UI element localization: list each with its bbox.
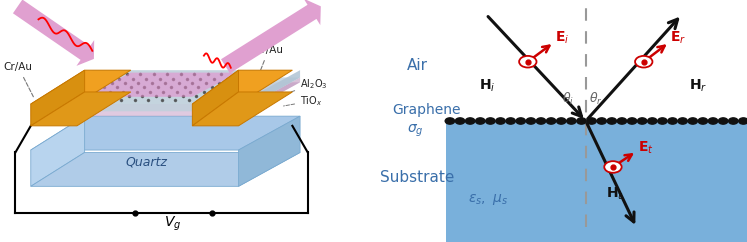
Text: $\theta_i$: $\theta_i$ — [562, 91, 574, 107]
Polygon shape — [238, 77, 300, 116]
Text: $V_g$: $V_g$ — [164, 214, 182, 233]
Polygon shape — [31, 116, 300, 150]
Text: Cr/Au: Cr/Au — [254, 45, 283, 84]
Circle shape — [577, 118, 586, 124]
Text: Quartz: Quartz — [125, 156, 167, 169]
Circle shape — [698, 118, 707, 124]
Text: $\mathbf{H}_i$: $\mathbf{H}_i$ — [479, 77, 495, 94]
Circle shape — [668, 118, 678, 124]
Circle shape — [496, 118, 505, 124]
Circle shape — [648, 118, 657, 124]
Circle shape — [587, 118, 596, 124]
Circle shape — [567, 118, 576, 124]
Polygon shape — [31, 116, 84, 186]
Circle shape — [627, 118, 636, 124]
Circle shape — [476, 118, 485, 124]
Polygon shape — [193, 70, 238, 126]
Polygon shape — [193, 92, 292, 126]
Circle shape — [617, 118, 627, 124]
Text: $\mathbf{E}_r$: $\mathbf{E}_r$ — [670, 30, 686, 46]
Polygon shape — [39, 70, 292, 104]
Circle shape — [557, 118, 566, 124]
Circle shape — [635, 56, 652, 68]
Text: $\theta_r$: $\theta_r$ — [589, 91, 603, 107]
Circle shape — [506, 118, 515, 124]
Polygon shape — [31, 70, 84, 126]
Circle shape — [465, 118, 475, 124]
Polygon shape — [31, 70, 131, 104]
Polygon shape — [31, 77, 84, 116]
Circle shape — [719, 118, 728, 124]
Circle shape — [597, 118, 607, 124]
Circle shape — [536, 118, 546, 124]
Circle shape — [604, 161, 622, 173]
Circle shape — [456, 118, 465, 124]
Polygon shape — [31, 82, 300, 116]
Circle shape — [708, 118, 718, 124]
Circle shape — [688, 118, 698, 124]
Polygon shape — [31, 77, 300, 111]
Polygon shape — [238, 116, 300, 186]
Text: $\sigma_g$: $\sigma_g$ — [407, 122, 424, 139]
Polygon shape — [31, 92, 131, 126]
Polygon shape — [238, 70, 300, 111]
Text: Substrate: Substrate — [380, 170, 454, 185]
Polygon shape — [31, 70, 84, 111]
Text: Graphene: Graphene — [392, 103, 461, 117]
Polygon shape — [193, 70, 292, 104]
Circle shape — [637, 118, 647, 124]
Circle shape — [445, 118, 455, 124]
Text: $\mathbf{H}_t$: $\mathbf{H}_t$ — [606, 185, 624, 202]
Polygon shape — [84, 73, 238, 97]
Circle shape — [546, 118, 556, 124]
Text: TiO$_x$: TiO$_x$ — [284, 94, 323, 108]
Text: $\mathbf{E}_t$: $\mathbf{E}_t$ — [638, 140, 654, 156]
Circle shape — [728, 118, 738, 124]
Text: Al$_2$O$_3$: Al$_2$O$_3$ — [279, 77, 328, 96]
Circle shape — [678, 118, 687, 124]
Polygon shape — [31, 152, 300, 186]
Circle shape — [739, 118, 747, 124]
Circle shape — [486, 118, 495, 124]
Circle shape — [607, 118, 616, 124]
Circle shape — [526, 118, 536, 124]
Circle shape — [657, 118, 667, 124]
Text: Air: Air — [407, 58, 428, 73]
Circle shape — [516, 118, 525, 124]
Bar — [446, 121, 747, 242]
Text: $\varepsilon_s,\ \mu_s$: $\varepsilon_s,\ \mu_s$ — [468, 192, 508, 207]
Text: $\mathbf{E}_i$: $\mathbf{E}_i$ — [555, 30, 569, 46]
Text: Cr/Au: Cr/Au — [4, 62, 34, 97]
Circle shape — [519, 56, 536, 68]
Text: $\mathbf{H}_r$: $\mathbf{H}_r$ — [689, 77, 707, 94]
